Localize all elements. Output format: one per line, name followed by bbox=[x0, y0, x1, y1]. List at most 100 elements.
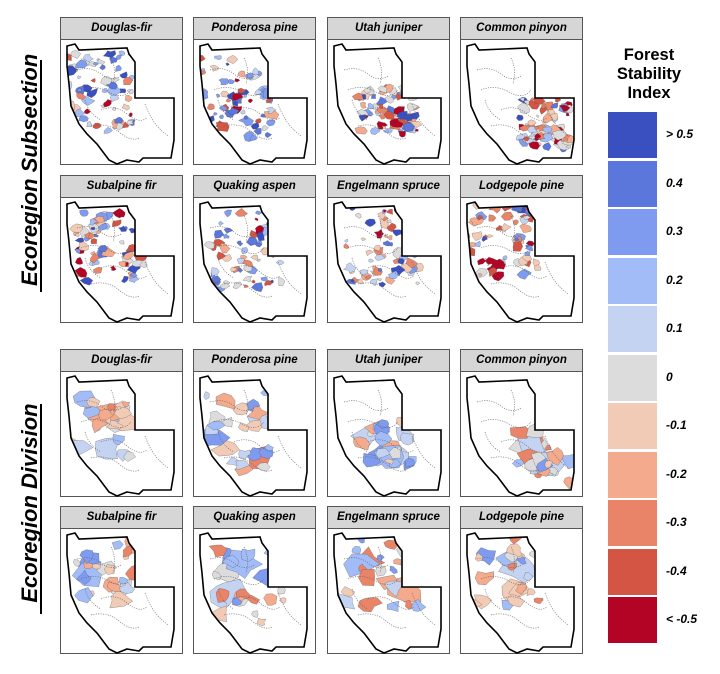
region-patch bbox=[232, 402, 250, 416]
region-patch bbox=[403, 217, 414, 224]
ecoregion-boundary bbox=[351, 257, 369, 279]
ecoregion-boundary bbox=[76, 400, 122, 411]
ecoregion-boundary bbox=[217, 588, 235, 610]
ecoregion-boundary bbox=[347, 419, 399, 428]
region-patch bbox=[535, 215, 543, 221]
ecoregion-boundary bbox=[90, 282, 140, 298]
region-patch bbox=[275, 240, 282, 245]
map-canvas bbox=[333, 532, 442, 654]
ecoregion-boundary bbox=[110, 389, 115, 417]
ecoregion-boundary bbox=[500, 265, 548, 279]
ecoregion-boundary bbox=[500, 596, 548, 610]
region-patch bbox=[224, 209, 232, 218]
region-patch bbox=[122, 251, 135, 261]
map-panel-common-pinyon-sub: Common pinyon bbox=[460, 17, 583, 165]
region-patch bbox=[541, 104, 547, 109]
region-patch bbox=[415, 281, 421, 286]
region-patch bbox=[103, 50, 116, 58]
ecoregion-boundary bbox=[144, 592, 170, 626]
map-canvas bbox=[66, 43, 175, 165]
region-patch bbox=[100, 76, 113, 86]
region-patch bbox=[387, 208, 393, 215]
region-patch bbox=[358, 568, 375, 586]
region-patch bbox=[353, 436, 370, 451]
region-patch bbox=[121, 275, 129, 284]
region-patch bbox=[519, 97, 526, 102]
region-patch bbox=[396, 412, 416, 429]
study-area-outline bbox=[199, 43, 308, 165]
region-patch bbox=[228, 107, 240, 116]
ecoregion-boundary bbox=[84, 99, 102, 121]
region-patch bbox=[250, 122, 260, 130]
ecoregion-boundary bbox=[411, 592, 437, 626]
region-patch bbox=[203, 127, 213, 137]
region-patch bbox=[88, 261, 94, 266]
region-patch bbox=[116, 122, 126, 131]
region-patch bbox=[75, 233, 80, 237]
ecoregion-boundary bbox=[480, 245, 532, 254]
region-patch bbox=[256, 618, 267, 627]
study-area-outline bbox=[466, 201, 575, 323]
ecoregion-boundary bbox=[500, 107, 548, 121]
region-patch bbox=[263, 593, 278, 606]
region-patch bbox=[200, 123, 205, 131]
region-patch bbox=[279, 225, 288, 232]
region-patch bbox=[128, 112, 133, 118]
region-patch bbox=[219, 282, 231, 289]
region-patch bbox=[501, 211, 514, 221]
region-patch bbox=[104, 564, 115, 575]
region-patch bbox=[88, 233, 95, 239]
ecoregion-boundary bbox=[367, 265, 415, 279]
region-patch bbox=[250, 254, 259, 261]
region-patch bbox=[377, 278, 382, 282]
ecoregion-boundary bbox=[357, 613, 407, 629]
region-patch bbox=[350, 278, 355, 283]
region-patch bbox=[246, 236, 258, 246]
row-title-rule-subsection bbox=[40, 60, 42, 292]
region-patch bbox=[374, 431, 393, 447]
panel-species-label: Lodgepole pine bbox=[461, 176, 582, 198]
region-patch bbox=[364, 218, 376, 227]
region-patch bbox=[94, 215, 105, 224]
region-patch bbox=[402, 222, 408, 227]
ecoregion-boundary bbox=[510, 215, 515, 243]
region-patch bbox=[247, 406, 271, 420]
region-patch bbox=[471, 231, 483, 241]
region-patch bbox=[404, 92, 413, 98]
region-patch bbox=[266, 106, 277, 115]
region-patch bbox=[400, 432, 415, 446]
ecoregion-boundary bbox=[484, 431, 502, 453]
region-patch bbox=[516, 556, 527, 565]
region-patch bbox=[484, 257, 498, 265]
panel-species-label: Subalpine fir bbox=[61, 507, 182, 529]
region-patch bbox=[397, 83, 413, 92]
region-patch bbox=[86, 397, 101, 408]
region-patch bbox=[360, 237, 367, 241]
stability-patches bbox=[67, 390, 137, 470]
panel-species-label: Utah juniper bbox=[328, 350, 449, 372]
ecoregion-boundary bbox=[223, 456, 273, 472]
region-patch bbox=[477, 257, 486, 266]
region-patch bbox=[526, 240, 535, 247]
ecoregion-boundary bbox=[347, 576, 399, 585]
region-patch bbox=[90, 253, 100, 264]
ecoregion-boundary bbox=[76, 557, 122, 568]
region-patch bbox=[243, 94, 247, 98]
region-patch bbox=[368, 258, 375, 263]
region-patch bbox=[215, 588, 230, 603]
stability-patches bbox=[508, 424, 574, 490]
region-patch bbox=[351, 545, 362, 554]
region-patch bbox=[67, 99, 75, 111]
region-patch bbox=[518, 256, 529, 267]
region-patch bbox=[535, 457, 554, 473]
map-canvas bbox=[199, 532, 308, 654]
map-panel-lodgepole-pine-sub: Lodgepole pine bbox=[460, 175, 583, 323]
map-panel-common-pinyon-div: Common pinyon bbox=[460, 349, 583, 497]
ecoregion-boundary bbox=[84, 588, 102, 610]
ecoregion-boundary bbox=[490, 124, 540, 140]
region-patch bbox=[210, 267, 220, 276]
region-patch bbox=[507, 562, 517, 571]
legend-label: < -0.5 bbox=[666, 612, 698, 626]
map-canvas bbox=[333, 201, 442, 323]
region-patch bbox=[354, 212, 362, 219]
